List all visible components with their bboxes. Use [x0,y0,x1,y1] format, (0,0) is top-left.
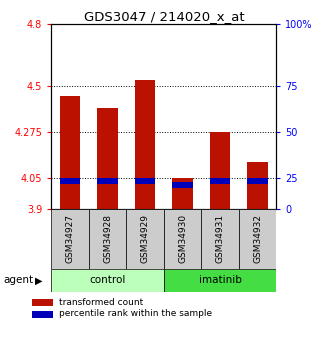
Bar [135,178,156,184]
Bar [247,161,268,209]
Bar [126,209,164,269]
Bar [51,209,89,269]
Text: percentile rank within the sample: percentile rank within the sample [59,309,212,318]
Bar [51,269,164,292]
Bar [172,178,193,209]
Bar [97,108,118,209]
Bar [60,96,80,209]
Text: GSM34929: GSM34929 [141,214,150,264]
Bar [247,178,268,184]
Bar [32,299,53,306]
Text: GSM34932: GSM34932 [253,214,262,264]
Title: GDS3047 / 214020_x_at: GDS3047 / 214020_x_at [83,10,244,23]
Bar [97,178,118,184]
Text: transformed count: transformed count [59,298,143,307]
Text: ▶: ▶ [35,275,42,285]
Bar [89,209,126,269]
Bar [210,178,230,184]
Bar [60,178,80,184]
Text: GSM34930: GSM34930 [178,214,187,264]
Bar [135,79,156,209]
Text: imatinib: imatinib [199,275,242,285]
Text: agent: agent [3,275,33,285]
Text: control: control [89,275,126,285]
Bar [164,269,276,292]
Bar [239,209,276,269]
Bar [32,310,53,317]
Bar [201,209,239,269]
Text: GSM34928: GSM34928 [103,214,112,264]
Bar [172,182,193,188]
Bar [164,209,201,269]
Text: GSM34927: GSM34927 [66,214,74,264]
Text: GSM34931: GSM34931 [215,214,225,264]
Bar [210,132,230,209]
